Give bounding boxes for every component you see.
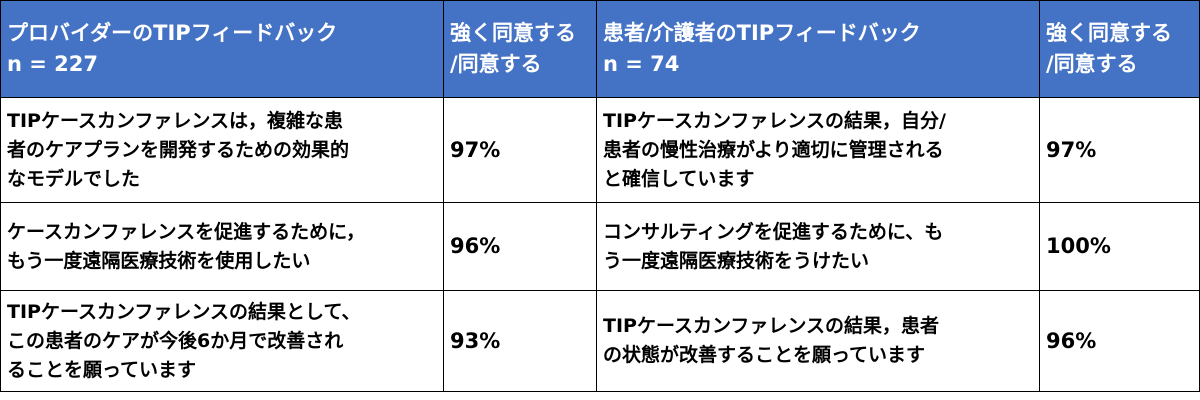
provider-agree-header-line2: /同意する xyxy=(450,52,542,76)
provider-header-cell: プロバイダーのTIPフィードバック n = 227 xyxy=(0,0,444,98)
statement-line: ることを願っています xyxy=(7,358,197,381)
provider-agree-header-cell: 強く同意する /同意する xyxy=(443,0,597,98)
statement-line: この患者のケアが今後6か月で改善され xyxy=(7,329,344,352)
patient-agree-header-line1: 強く同意する xyxy=(1046,21,1172,45)
provider-statement-cell: TIPケースカンファレンスの結果として、 この患者のケアが今後6か月で改善され … xyxy=(0,290,444,392)
patient-header-title: 患者/介護者のTIPフィードバック xyxy=(603,21,921,45)
patient-agree-header-line2: /同意する xyxy=(1046,52,1138,76)
statement-line: TIPケースカンファレンスは，複雑な患 xyxy=(7,109,344,132)
statement-line: 者のケアプランを開発するための効果的 xyxy=(7,138,350,161)
patient-statement-cell: コンサルティングを促進するために、も う一度遠隔医療技術をうけたい xyxy=(596,202,1040,291)
provider-header-title: プロバイダーのTIPフィードバック xyxy=(7,21,338,45)
table-row: TIPケースカンファレンスは，複雑な患 者のケアプランを開発するための効果的 な… xyxy=(0,97,1200,203)
statement-line: TIPケースカンファレンスの結果，患者 xyxy=(603,315,940,337)
header-row: プロバイダーのTIPフィードバック n = 227 強く同意する /同意する 患… xyxy=(0,0,1200,98)
statement-line: なモデルでした xyxy=(7,167,141,190)
provider-percentage-cell: 96% xyxy=(443,202,597,291)
statement-line: TIPケースカンファレンスの結果，自分/ xyxy=(603,109,946,132)
patient-statement-cell: TIPケースカンファレンスの結果，患者 の状態が改善することを願っています xyxy=(596,290,1040,392)
patient-percentage-cell: 96% xyxy=(1039,290,1200,392)
patient-header-cell: 患者/介護者のTIPフィードバック n = 74 xyxy=(596,0,1040,98)
statement-line: ケースカンファレンスを促進するために， xyxy=(7,220,366,243)
table-row: ケースカンファレンスを促進するために， もう一度遠隔医療技術を使用したい 96%… xyxy=(0,202,1200,291)
patient-percentage-cell: 100% xyxy=(1039,202,1200,291)
statement-line: TIPケースカンファレンスの結果として、 xyxy=(7,300,361,323)
statement-line: う一度遠隔医療技術をうけたい xyxy=(603,249,870,272)
patient-percentage-cell: 97% xyxy=(1039,97,1200,203)
statement-line: コンサルティングを促進するために、も xyxy=(603,220,944,243)
provider-statement-cell: TIPケースカンファレンスは，複雑な患 者のケアプランを開発するための効果的 な… xyxy=(0,97,444,203)
provider-percentage-cell: 97% xyxy=(443,97,597,203)
patient-statement-cell: TIPケースカンファレンスの結果，自分/ 患者の慢性治療がより適切に管理される … xyxy=(596,97,1040,203)
statement-line: の状態が改善することを願っています xyxy=(603,344,926,366)
patient-header-n: n = 74 xyxy=(603,52,680,76)
provider-agree-header-line1: 強く同意する xyxy=(450,21,576,45)
statement-line: 患者の慢性治療がより適切に管理される xyxy=(603,138,944,161)
statement-line: と確信しています xyxy=(603,167,755,190)
provider-header-n: n = 227 xyxy=(7,52,99,76)
provider-statement-cell: ケースカンファレンスを促進するために， もう一度遠隔医療技術を使用したい xyxy=(0,202,444,291)
provider-percentage-cell: 93% xyxy=(443,290,597,392)
table-row: TIPケースカンファレンスの結果として、 この患者のケアが今後6か月で改善され … xyxy=(0,290,1200,392)
statement-line: もう一度遠隔医療技術を使用したい xyxy=(7,249,311,272)
patient-agree-header-cell: 強く同意する /同意する xyxy=(1039,0,1200,98)
